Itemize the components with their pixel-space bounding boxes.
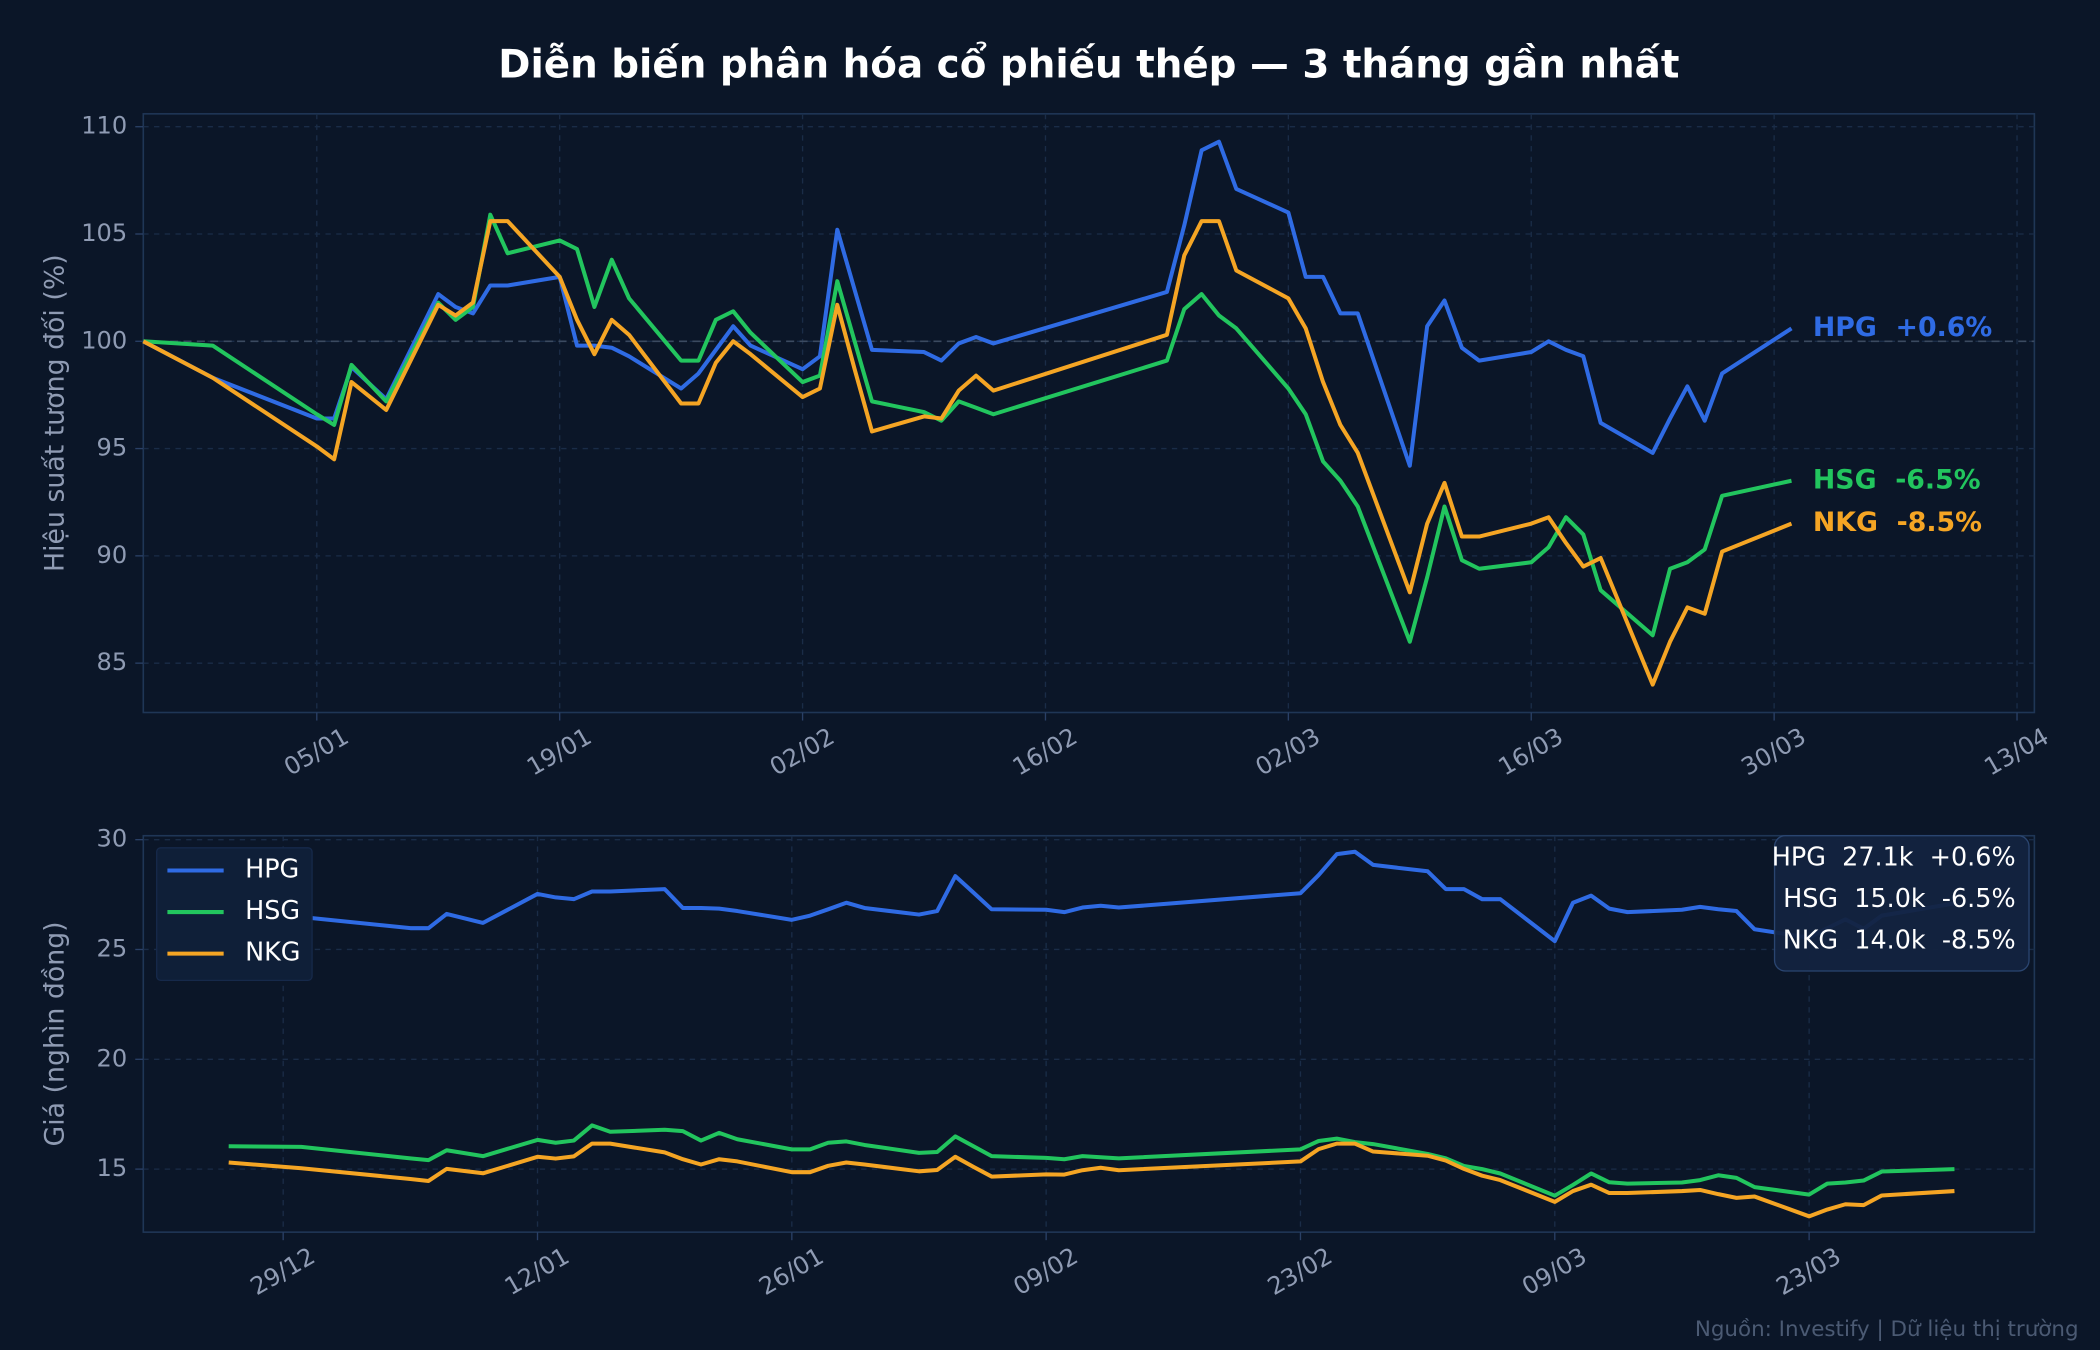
- plot-area: [142, 834, 2036, 1233]
- series-line: [228, 849, 1955, 944]
- info-line: NKG 14.0k -8.5%: [1783, 925, 2016, 955]
- chart-title: Diễn biến phân hóa cổ phiếu thép — 3 thá…: [498, 41, 1679, 87]
- y-tick-label: 100: [81, 326, 127, 354]
- info-line: HPG 27.1k +0.6%: [1772, 841, 2016, 871]
- plot-area: [142, 113, 2036, 714]
- y-tick-label: 90: [97, 541, 128, 569]
- y-axis-label: Hiệu suất tương đối (%): [40, 254, 71, 572]
- end-label: NKG -8.5%: [1813, 507, 1982, 538]
- y-tick-label: 20: [97, 1044, 128, 1072]
- end-label: HPG +0.6%: [1813, 312, 1992, 343]
- y-tick-label: 25: [97, 934, 128, 962]
- footer: Nguồn: Investify | Dữ liệu thị trường: [1695, 1317, 2079, 1342]
- legend-label: HSG: [245, 895, 300, 925]
- y-tick-label: 85: [97, 648, 128, 676]
- legend-box: [156, 847, 313, 982]
- series-line: [142, 219, 1793, 687]
- legend-label: HPG: [245, 854, 299, 884]
- y-tick-label: 30: [97, 825, 128, 853]
- series-line: [142, 139, 1793, 468]
- info-line: HSG 15.0k -6.5%: [1783, 883, 2016, 913]
- legend-label: NKG: [245, 937, 300, 967]
- end-label: HSG -6.5%: [1813, 464, 1981, 495]
- y-tick-label: 95: [97, 434, 128, 462]
- y-tick-label: 105: [81, 219, 127, 247]
- y-tick-label: 15: [97, 1154, 128, 1182]
- y-axis-label: Giá (nghìn đồng): [40, 921, 71, 1146]
- series-line: [228, 1141, 1955, 1219]
- series-line: [228, 1123, 1955, 1198]
- y-tick-label: 110: [81, 112, 127, 140]
- info-box: [1773, 835, 2030, 972]
- series-line: [143, 212, 1792, 644]
